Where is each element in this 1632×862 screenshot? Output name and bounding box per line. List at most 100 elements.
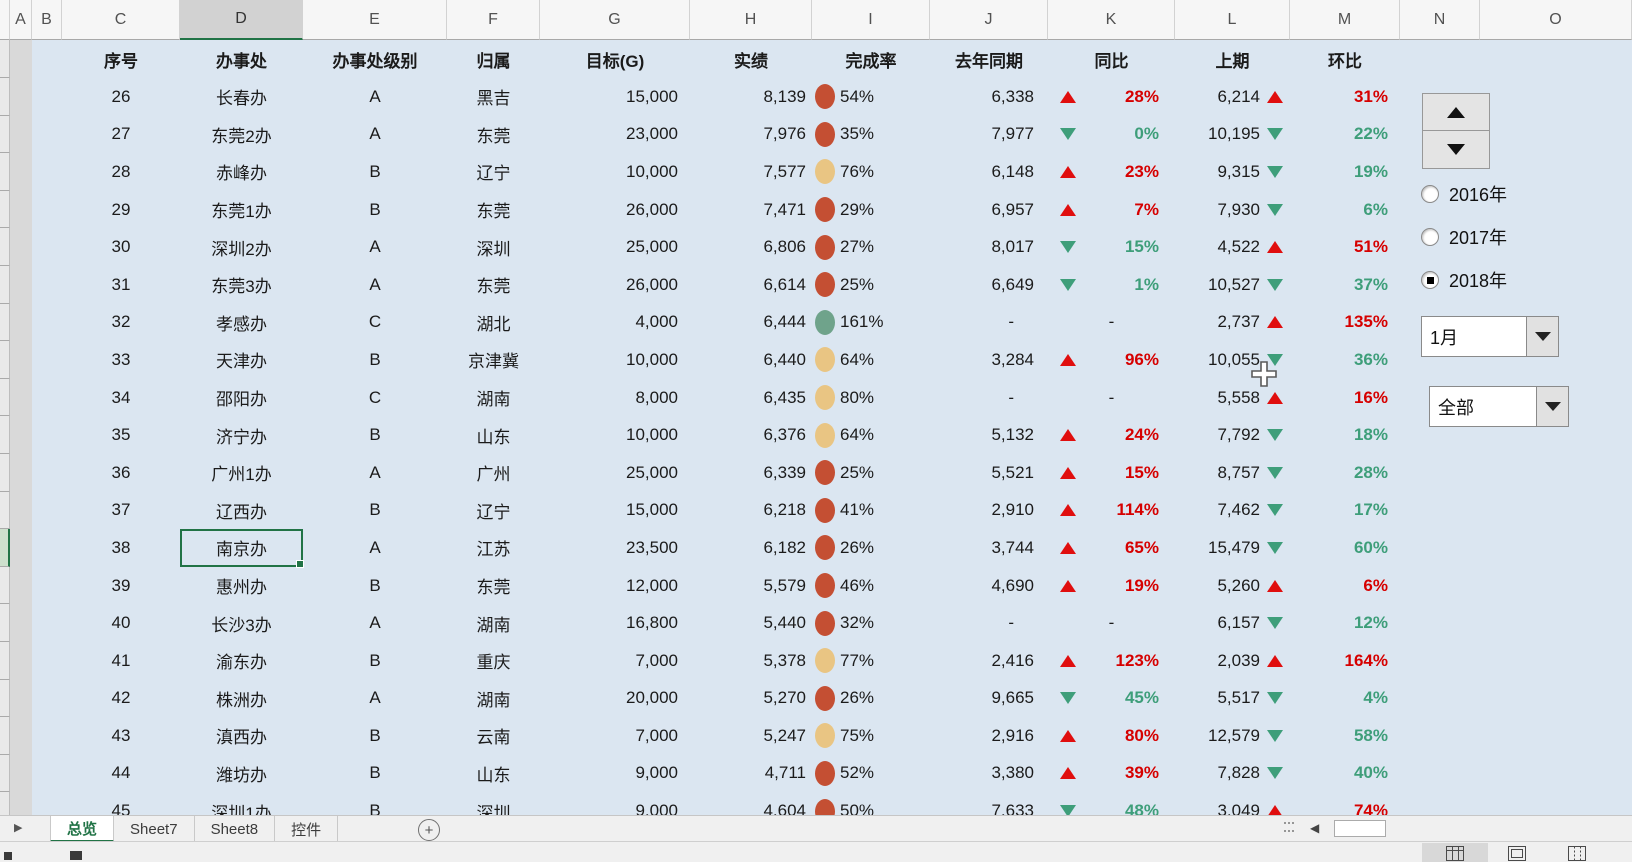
cell-F31[interactable]: 东莞 bbox=[476, 277, 511, 297]
table-header-7[interactable]: 完成率 bbox=[845, 51, 897, 71]
table-header-11[interactable]: 环比 bbox=[1328, 51, 1362, 71]
cell-J34[interactable]: - bbox=[1008, 387, 1014, 407]
cell-M36[interactable]: 28% bbox=[1290, 454, 1400, 492]
cell-D35[interactable]: 济宁办 bbox=[216, 427, 267, 447]
cell-L33[interactable]: 10,055 bbox=[1175, 341, 1290, 379]
cell-C43[interactable]: 43 bbox=[111, 725, 131, 745]
cell-J33[interactable]: 3,284 bbox=[991, 349, 1034, 369]
row-header-34[interactable] bbox=[0, 378, 10, 417]
cell-G32[interactable]: 4,000 bbox=[635, 312, 678, 332]
cell-F45[interactable]: 深圳 bbox=[476, 803, 511, 815]
cell-H31[interactable]: 6,614 bbox=[763, 274, 806, 294]
cell-I26[interactable]: 54% bbox=[812, 78, 930, 116]
cell-L28[interactable]: 9,315 bbox=[1175, 153, 1290, 191]
cell-K45[interactable]: 48% bbox=[1048, 792, 1175, 815]
cell-C29[interactable]: 29 bbox=[111, 199, 131, 219]
cell-I35[interactable]: 64% bbox=[812, 416, 930, 454]
cell-F43[interactable]: 云南 bbox=[476, 728, 511, 748]
cell-F30[interactable]: 深圳 bbox=[476, 239, 511, 259]
cell-M42[interactable]: 4% bbox=[1290, 680, 1400, 718]
cell-L38[interactable]: 15,479 bbox=[1175, 529, 1290, 567]
cell-E38[interactable]: A bbox=[369, 537, 381, 557]
column-header-D[interactable]: D bbox=[180, 0, 303, 40]
cell-K44[interactable]: 39% bbox=[1048, 755, 1175, 793]
row-header-41[interactable] bbox=[0, 641, 10, 680]
cell-K38[interactable]: 65% bbox=[1048, 529, 1175, 567]
add-sheet-button[interactable]: + bbox=[418, 819, 440, 841]
cell-J38[interactable]: 3,744 bbox=[991, 537, 1034, 557]
filter-dropdown-button[interactable] bbox=[1536, 387, 1568, 426]
cell-K30[interactable]: 15% bbox=[1048, 228, 1175, 266]
tab-scroll-right-icon[interactable]: ▶ bbox=[14, 822, 23, 834]
cell-F37[interactable]: 辽宁 bbox=[476, 502, 511, 522]
cell-I38[interactable]: 26% bbox=[812, 529, 930, 567]
cell-D45[interactable]: 深圳1办 bbox=[211, 803, 272, 815]
cell-M33[interactable]: 36% bbox=[1290, 341, 1400, 379]
page-break-view-icon[interactable] bbox=[1568, 846, 1586, 861]
column-header-F[interactable]: F bbox=[447, 0, 540, 40]
cell-M35[interactable]: 18% bbox=[1290, 416, 1400, 454]
cell-C27[interactable]: 27 bbox=[111, 124, 131, 144]
row-header-37[interactable] bbox=[0, 491, 10, 530]
cell-F39[interactable]: 东莞 bbox=[476, 578, 511, 598]
row-header-36[interactable] bbox=[0, 453, 10, 492]
cell-M40[interactable]: 12% bbox=[1290, 604, 1400, 642]
cell-M32[interactable]: 135% bbox=[1290, 304, 1400, 342]
cell-L42[interactable]: 5,517 bbox=[1175, 680, 1290, 718]
cell-L37[interactable]: 7,462 bbox=[1175, 492, 1290, 530]
cell-G29[interactable]: 26,000 bbox=[626, 199, 678, 219]
cell-D42[interactable]: 株洲办 bbox=[216, 690, 267, 710]
cell-L40[interactable]: 6,157 bbox=[1175, 604, 1290, 642]
cell-H39[interactable]: 5,579 bbox=[763, 575, 806, 595]
cell-H42[interactable]: 5,270 bbox=[763, 688, 806, 708]
cell-I29[interactable]: 29% bbox=[812, 191, 930, 229]
cell-E34[interactable]: C bbox=[368, 387, 382, 407]
cell-L43[interactable]: 12,579 bbox=[1175, 717, 1290, 755]
cell-F26[interactable]: 黑吉 bbox=[476, 89, 511, 109]
column-header-N[interactable]: N bbox=[1400, 0, 1480, 40]
cell-M34[interactable]: 16% bbox=[1290, 379, 1400, 417]
cell-G26[interactable]: 15,000 bbox=[626, 86, 678, 106]
cell-I41[interactable]: 77% bbox=[812, 642, 930, 680]
table-header-5[interactable]: 目标(G) bbox=[585, 51, 645, 71]
cell-E41[interactable]: B bbox=[369, 650, 381, 670]
cell-I32[interactable]: 161% bbox=[812, 304, 930, 342]
cell-K37[interactable]: 114% bbox=[1048, 492, 1175, 530]
cell-M38[interactable]: 60% bbox=[1290, 529, 1400, 567]
cell-M41[interactable]: 164% bbox=[1290, 642, 1400, 680]
cell-D40[interactable]: 长沙3办 bbox=[211, 615, 272, 635]
cell-M37[interactable]: 17% bbox=[1290, 492, 1400, 530]
table-header-10[interactable]: 上期 bbox=[1215, 51, 1250, 71]
cell-L39[interactable]: 5,260 bbox=[1175, 567, 1290, 605]
cell-K29[interactable]: 7% bbox=[1048, 191, 1175, 229]
table-header-3[interactable]: 办事处级别 bbox=[332, 51, 418, 71]
filter-dropdown[interactable]: 全部 bbox=[1429, 386, 1569, 427]
macro-record-icon[interactable] bbox=[70, 851, 82, 860]
cell-H38[interactable]: 6,182 bbox=[763, 537, 806, 557]
cell-F38[interactable]: 江苏 bbox=[476, 540, 511, 560]
row-header-26[interactable] bbox=[0, 78, 10, 116]
column-header-O[interactable]: O bbox=[1480, 0, 1632, 40]
cell-G31[interactable]: 26,000 bbox=[626, 274, 678, 294]
cell-C32[interactable]: 32 bbox=[111, 312, 131, 332]
cell-F27[interactable]: 东莞 bbox=[476, 126, 511, 146]
cell-H36[interactable]: 6,339 bbox=[763, 462, 806, 482]
hscroll-thumb[interactable] bbox=[1334, 820, 1386, 837]
cell-J40[interactable]: - bbox=[1008, 613, 1014, 633]
cell-G27[interactable]: 23,000 bbox=[626, 124, 678, 144]
cell-E43[interactable]: B bbox=[369, 725, 381, 745]
cell-K40[interactable]: - bbox=[1108, 613, 1115, 633]
cell-E26[interactable]: A bbox=[369, 86, 381, 106]
cell-G38[interactable]: 23,500 bbox=[626, 537, 678, 557]
cell-E33[interactable]: B bbox=[369, 349, 381, 369]
cell-F32[interactable]: 湖北 bbox=[476, 314, 511, 334]
cell-I39[interactable]: 46% bbox=[812, 567, 930, 605]
row-header-27[interactable] bbox=[0, 115, 10, 154]
table-header-4[interactable]: 归属 bbox=[476, 51, 511, 71]
cell-L27[interactable]: 10,195 bbox=[1175, 116, 1290, 154]
row-header-40[interactable] bbox=[0, 604, 10, 642]
column-header-C[interactable]: C bbox=[62, 0, 180, 40]
cell-D34[interactable]: 邵阳办 bbox=[216, 390, 267, 410]
cell-E28[interactable]: B bbox=[369, 161, 381, 181]
cell-D30[interactable]: 深圳2办 bbox=[211, 239, 272, 259]
